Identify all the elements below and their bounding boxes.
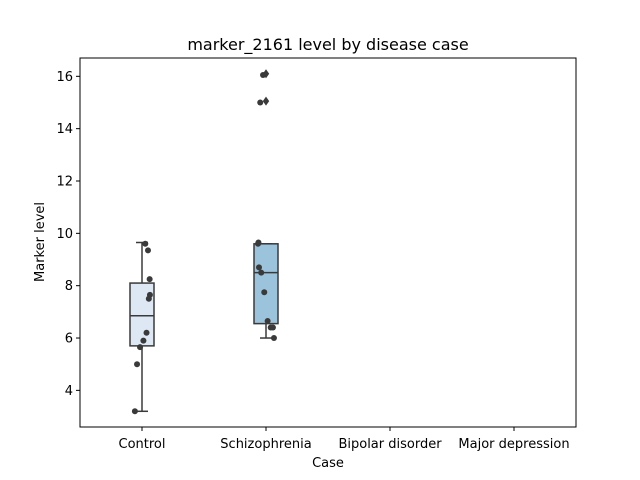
data-point (145, 295, 152, 302)
data-point (257, 99, 264, 106)
y-tick-label: 12 (56, 175, 73, 190)
data-point (264, 318, 271, 325)
chart-title: marker_2161 level by disease case (187, 35, 468, 55)
y-axis-label: Marker level (33, 202, 48, 282)
box-schizophrenia (253, 69, 279, 342)
y-tick-label: 8 (65, 279, 73, 294)
y-axis: 4 6 8 10 12 14 16 (56, 70, 80, 399)
x-axis-label: Case (312, 456, 344, 471)
data-point (143, 329, 150, 336)
x-tick-label: Bipolar disorder (338, 437, 442, 452)
data-point (137, 344, 144, 351)
y-tick-label: 6 (65, 332, 73, 347)
x-tick-label: Major depression (458, 437, 569, 452)
x-tick-label: Control (119, 437, 166, 452)
outlier-point (262, 96, 270, 106)
data-point (255, 240, 262, 247)
box-iqr (253, 243, 279, 325)
box-control (129, 240, 155, 415)
x-tick-label: Schizophrenia (220, 437, 311, 452)
data-point (270, 335, 277, 342)
y-tick-label: 4 (65, 384, 73, 399)
data-point (260, 72, 267, 79)
data-point (134, 361, 141, 368)
y-tick-label: 14 (56, 122, 73, 137)
data-point (140, 337, 147, 344)
data-point (258, 269, 265, 276)
data-point (269, 324, 276, 331)
y-tick-label: 10 (56, 227, 73, 242)
plot-area (129, 69, 279, 415)
plot-frame (79, 57, 577, 428)
data-point (255, 264, 262, 271)
data-point (146, 276, 153, 283)
x-axis: Control Schizophrenia Bipolar disorder Majo… (119, 427, 570, 452)
data-point (142, 240, 149, 247)
y-tick-label: 16 (56, 70, 73, 85)
data-point (131, 408, 138, 415)
data-point (261, 289, 268, 296)
data-point (144, 247, 151, 254)
